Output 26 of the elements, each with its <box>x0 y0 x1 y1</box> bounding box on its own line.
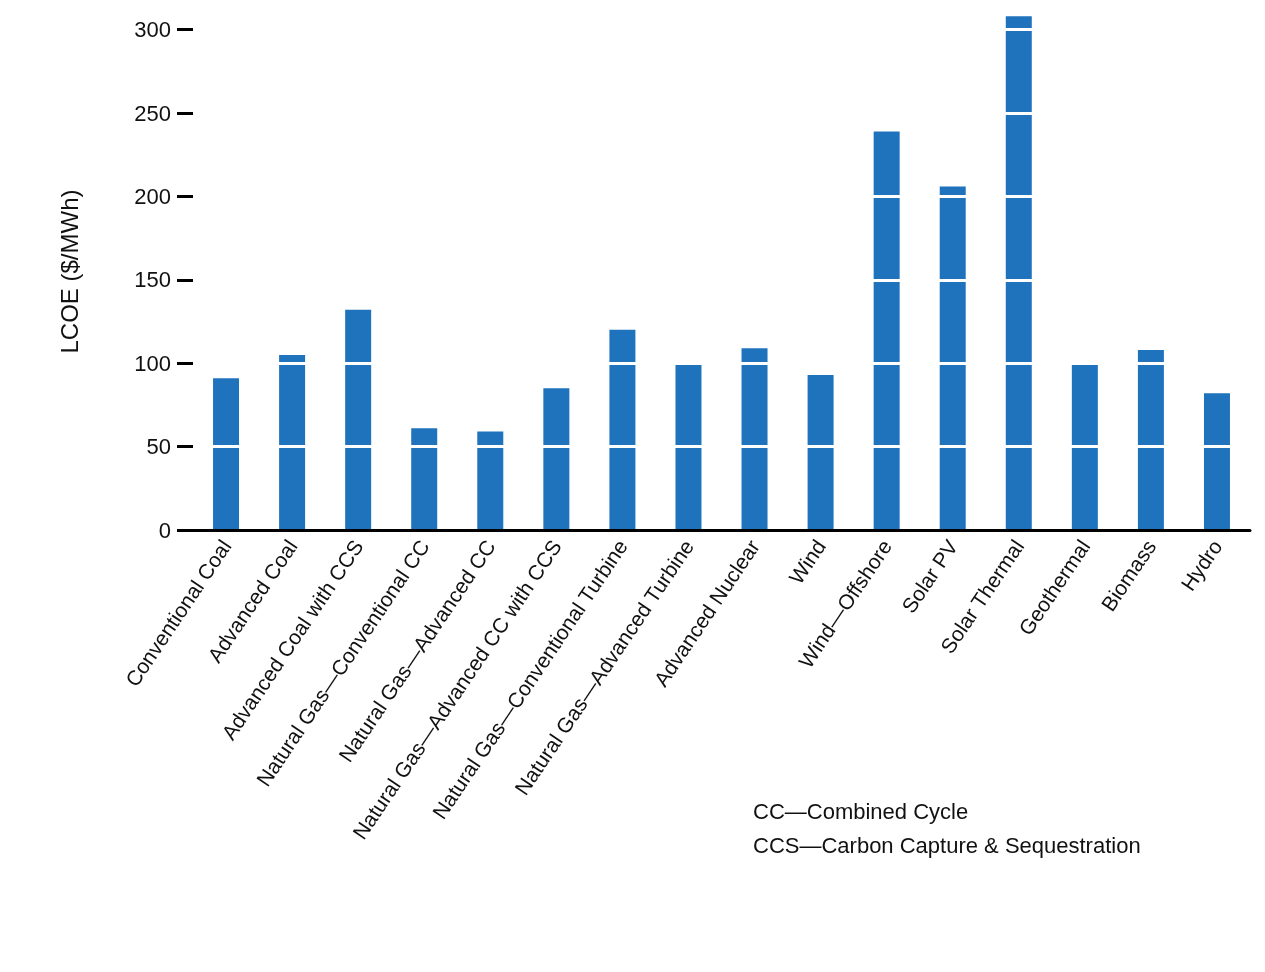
y-axis-title: LCOE ($/MWh) <box>55 189 83 354</box>
bar <box>345 309 372 530</box>
bar <box>1071 364 1098 530</box>
bar <box>873 131 900 530</box>
y-tick-label: 250 <box>134 100 171 126</box>
bar <box>543 388 570 530</box>
bar <box>807 374 834 530</box>
bar <box>741 348 768 530</box>
bar <box>939 186 966 530</box>
y-tick-label: 200 <box>134 183 171 209</box>
bar <box>675 364 702 530</box>
y-tick-label: 300 <box>134 17 171 43</box>
y-tick-label: 150 <box>134 267 171 293</box>
bar <box>213 378 240 530</box>
bar <box>1005 16 1032 530</box>
text: CC—Combined Cycle <box>753 798 969 824</box>
bar <box>411 428 438 530</box>
y-tick-label: 0 <box>158 517 171 543</box>
bar <box>477 431 504 530</box>
bar <box>1137 349 1164 530</box>
text: CCS—Carbon Capture & Sequestration <box>753 832 1141 858</box>
y-tick-label: 100 <box>134 350 171 376</box>
bar <box>279 354 306 530</box>
bar <box>609 329 636 530</box>
bar <box>1203 393 1230 530</box>
y-tick-label: 50 <box>146 434 171 460</box>
